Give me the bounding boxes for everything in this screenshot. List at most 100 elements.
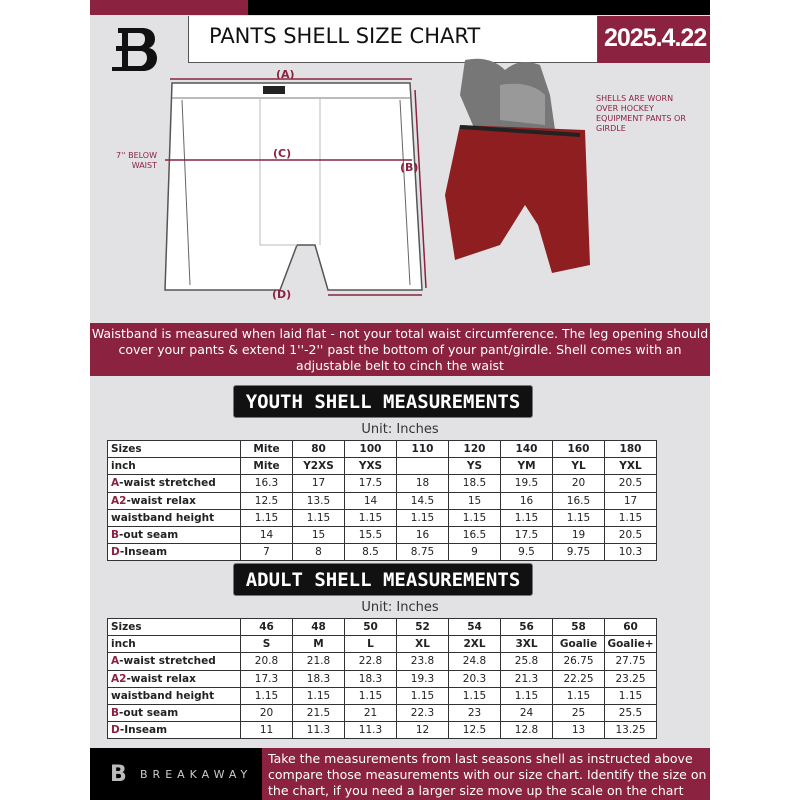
table-cell: 20.5: [604, 474, 657, 493]
measure-key: D: [111, 724, 120, 737]
measure-label: -waist relax: [126, 494, 196, 507]
table-cell: YS: [448, 457, 501, 476]
table-row: D-Inseam 11 11.3 11.3 12 12.5 12.8 13 13.25: [107, 721, 657, 740]
table-cell: 11: [240, 721, 293, 740]
measure-key: A: [111, 477, 120, 490]
table-cell: 16.3: [240, 474, 293, 493]
shorts-diagram: [164, 78, 427, 296]
table-cell: 12.8: [500, 721, 553, 740]
table-cell: 110: [396, 439, 449, 459]
table-cell: 1.15: [240, 508, 293, 527]
table-cell: 46: [240, 617, 293, 637]
table-cell: 22.3: [396, 703, 449, 723]
table-cell: YM: [500, 457, 553, 476]
row-label: inch: [107, 457, 241, 476]
table-cell: 25.5: [604, 703, 657, 723]
table-row: A2-waist relax 17.3 18.3 18.3 19.3 20.3 21.3 22…: [107, 669, 657, 688]
measure-label: -out seam: [119, 529, 179, 542]
table-cell: 52: [396, 617, 449, 637]
table-cell: 23.8: [396, 652, 449, 671]
table-cell: 9: [448, 543, 501, 562]
table-cell: 18.3: [344, 669, 397, 688]
row-label: Sizes: [107, 617, 241, 637]
table-cell: 11.3: [292, 721, 345, 740]
table-cell: 1.15: [344, 686, 397, 705]
measure-label: waistband height: [111, 689, 215, 702]
table-cell: [396, 457, 449, 476]
table-cell: 14: [344, 491, 397, 510]
measure-label: -out seam: [119, 707, 179, 720]
table-cell: 180: [604, 439, 657, 459]
adult-unit: Unit: Inches: [361, 600, 439, 615]
table-cell: 3XL: [500, 635, 553, 654]
table-cell: 10.3: [604, 543, 657, 562]
table-cell: 16.5: [448, 525, 501, 545]
table-cell: 19: [552, 525, 605, 545]
table-cell: 22.25: [552, 669, 605, 688]
measure-key: D: [111, 546, 120, 559]
table-row: D-Inseam 7 8 8.5 8.75 9 9.5 9.75 10.3: [107, 543, 657, 562]
table-cell: Goalie+: [604, 635, 657, 654]
table-cell: 20.8: [240, 652, 293, 671]
table-cell: L: [344, 635, 397, 654]
table-cell: 1.15: [500, 508, 553, 527]
table-cell: 20.5: [604, 525, 657, 545]
table-cell: 1.15: [396, 686, 449, 705]
footer-brand: B BREAKAWAY: [90, 748, 262, 800]
table-cell: 8.5: [344, 543, 397, 562]
measure-key: B: [111, 707, 120, 720]
table-cell: 21.5: [292, 703, 345, 723]
measure-key: B: [111, 529, 120, 542]
brand-logo: [108, 22, 163, 77]
table-cell: XL: [396, 635, 449, 654]
table-cell: 17.5: [344, 474, 397, 493]
table-cell: 9.75: [552, 543, 605, 562]
table-cell: 18.3: [292, 669, 345, 688]
table-cell: 16: [500, 491, 553, 510]
table-cell: 140: [500, 439, 553, 459]
footer-logo: B: [110, 762, 127, 787]
table-cell: 9.5: [500, 543, 553, 562]
table-cell: 12.5: [448, 721, 501, 740]
table-cell: 12.5: [240, 491, 293, 510]
date-badge: 2025.4.22: [598, 16, 710, 63]
table-cell: 54: [448, 617, 501, 637]
row-label: A-waist stretched: [107, 652, 241, 671]
table-cell: 2XL: [448, 635, 501, 654]
table-cell: 60: [604, 617, 657, 637]
size-chart-page: PANTS SHELL SIZE CHART 2025.4.22 (A) (C)…: [90, 0, 710, 800]
table-cell: Y2XS: [292, 457, 345, 476]
top-bar-accent: [90, 0, 248, 15]
table-cell: 1.15: [396, 508, 449, 527]
table-cell: 1.15: [344, 508, 397, 527]
measure-key: A2: [111, 672, 127, 685]
table-row: inch Mite Y2XS YXS YS YM YL YXL: [107, 457, 657, 476]
measure-key: A: [111, 655, 120, 668]
row-label: A2-waist relax: [107, 669, 241, 688]
info-banner: Waistband is measured when laid flat - n…: [90, 323, 710, 376]
table-cell: 15: [448, 491, 501, 510]
top-bar: [248, 0, 710, 15]
table-cell: 8: [292, 543, 345, 562]
table-cell: 16: [396, 525, 449, 545]
table-cell: YL: [552, 457, 605, 476]
table-cell: 26.75: [552, 652, 605, 671]
table-cell: 17: [604, 491, 657, 510]
table-row: A2-waist relax 12.5 13.5 14 14.5 15 16 16.5 17: [107, 491, 657, 510]
table-cell: 56: [500, 617, 553, 637]
table-cell: 25.8: [500, 652, 553, 671]
table-cell: 16.5: [552, 491, 605, 510]
table-cell: YXL: [604, 457, 657, 476]
table-cell: Goalie: [552, 635, 605, 654]
table-cell: 1.15: [292, 508, 345, 527]
table-cell: 17.3: [240, 669, 293, 688]
table-row: A-waist stretched 20.8 21.8 22.8 23.8 24.8 25.…: [107, 652, 657, 671]
row-label: B-out seam: [107, 703, 241, 723]
table-cell: 11.3: [344, 721, 397, 740]
table-cell: 21.8: [292, 652, 345, 671]
page-title: PANTS SHELL SIZE CHART: [188, 16, 598, 63]
row-label: waistband height: [107, 508, 241, 527]
waist-note: 7'' BELOW WAIST: [116, 151, 157, 170]
adult-heading: ADULT SHELL MEASUREMENTS: [233, 563, 533, 596]
table-cell: 1.15: [448, 508, 501, 527]
